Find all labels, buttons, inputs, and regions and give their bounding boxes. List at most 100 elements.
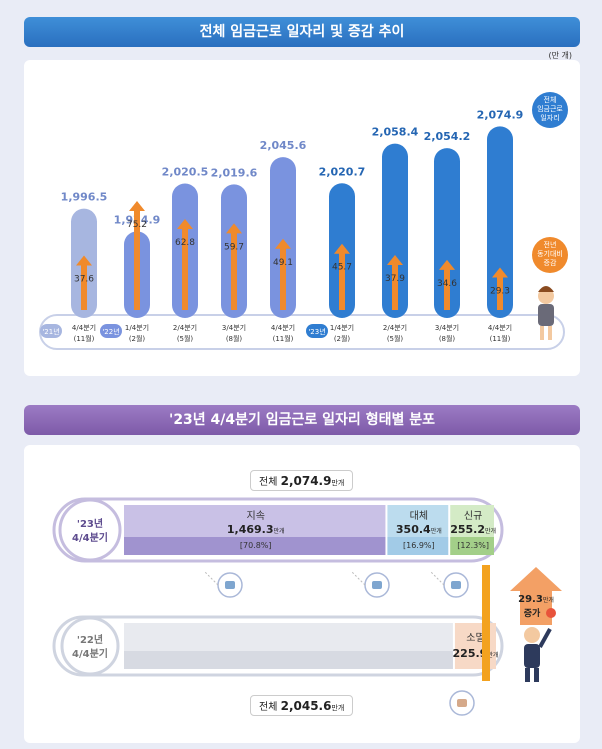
change-legend-text: 증감 xyxy=(544,259,557,267)
total-bar xyxy=(434,148,460,318)
top-chart-title: 전체 임금근로 일자리 및 증감 추이 xyxy=(24,17,580,47)
total-value-label: 2,058.4 xyxy=(372,126,419,139)
unit-label: (만 개) xyxy=(548,51,572,60)
total-bar xyxy=(382,143,408,318)
quarter-tick-label: 2/4분기 xyxy=(173,323,197,332)
group-icon-glyph xyxy=(372,581,382,589)
bottom-chart-title: '23년 4/4분기 임금근로 일자리 형태별 분포 xyxy=(24,405,580,435)
quarter-tick-label: 4/4분기 xyxy=(72,323,96,332)
total-bar xyxy=(270,157,296,318)
month-tick-label: (2월) xyxy=(129,334,146,343)
change-arrow-shaft xyxy=(444,267,450,310)
change-arrow-shaft xyxy=(497,275,503,310)
change-arrow-head xyxy=(387,255,403,266)
extinct-unit: 만개 xyxy=(487,651,498,659)
change-value-label: 59.7 xyxy=(224,242,244,252)
change-legend-badge xyxy=(532,237,568,273)
change-value-label: 34.6 xyxy=(437,279,457,289)
total-value-label: 2,054.2 xyxy=(424,130,471,143)
total-legend-text: 임금근로 xyxy=(537,105,563,113)
change-arrow-head xyxy=(129,200,145,211)
change-arrow-head xyxy=(334,243,350,254)
presenter-hair xyxy=(538,286,554,292)
total-value-label: 2,020.5 xyxy=(162,165,209,178)
man-illustration xyxy=(524,627,552,682)
change-arrow-shaft xyxy=(81,263,87,310)
month-tick-label: (11월) xyxy=(490,334,511,343)
axis-strip xyxy=(39,314,565,350)
segment-value: 350.4만개 xyxy=(396,523,442,536)
change-arrow-shaft xyxy=(231,231,237,310)
row-2023-badge xyxy=(58,498,122,562)
month-tick-label: (5월) xyxy=(387,334,404,343)
change-value-label: 29.3 xyxy=(490,287,510,297)
segment-label: 지속 xyxy=(247,510,265,522)
total-bar xyxy=(487,126,513,318)
month-tick-label: (11월) xyxy=(273,334,294,343)
row-2022-badge xyxy=(60,616,120,676)
row-2022-continuing-shade xyxy=(124,651,453,669)
total-legend-text: 일자리 xyxy=(540,113,559,122)
change-value-label: 37.9 xyxy=(385,274,405,284)
change-value-label: 75.2 xyxy=(127,220,147,230)
change-arrow-shaft xyxy=(392,263,398,310)
month-tick-label: (2월) xyxy=(334,334,351,343)
total-2023: 전체 2,074.9만개 xyxy=(250,470,354,491)
increase-text: 증가 xyxy=(524,607,541,619)
closed-office-icon-glyph xyxy=(457,699,467,707)
change-arrow-head xyxy=(226,223,242,234)
presenter-illustration xyxy=(538,286,554,340)
change-arrow-head xyxy=(439,259,455,270)
presenter-body xyxy=(538,304,554,326)
segment-label: 신규 xyxy=(464,510,482,522)
quarter-tick-label: 1/4분기 xyxy=(125,323,149,332)
top-chart-panel: 1,996.537.64/4분기(11월)1,974.975.21/4분기(2월… xyxy=(24,60,580,376)
man-arm xyxy=(538,628,552,648)
quarter-tick-label: 4/4분기 xyxy=(488,323,512,332)
man-body xyxy=(524,644,540,668)
increase-unit: 만개 xyxy=(543,596,554,604)
row-2023-year: '23년 xyxy=(77,517,103,530)
year-badge-label: '22년 xyxy=(102,327,119,336)
month-tick-label: (5월) xyxy=(177,334,194,343)
total-value-label: 2,020.7 xyxy=(319,165,366,178)
segment-label: 대체 xyxy=(410,510,428,522)
change-arrow-shaft xyxy=(134,208,140,310)
row-2022-quarter: 4/4분기 xyxy=(72,647,108,660)
month-tick-label: (8월) xyxy=(226,334,243,343)
icon-leader xyxy=(429,570,445,586)
change-arrow-head xyxy=(492,267,508,278)
change-legend-text: 전년 xyxy=(544,240,557,249)
total-2022: 전체 2,045.6만개 xyxy=(250,695,354,716)
segment-share: [12.3%] xyxy=(457,541,489,550)
total-value-label: 2,045.6 xyxy=(260,139,307,152)
icon-leader xyxy=(350,570,366,586)
presenter-leg xyxy=(540,326,544,340)
total-value-label: 2,074.9 xyxy=(477,108,524,121)
row-2023-quarter: 4/4분기 xyxy=(72,531,108,544)
change-value-label: 37.6 xyxy=(74,274,94,284)
segment-bar-shade xyxy=(450,537,494,555)
total-legend-text: 전체 xyxy=(544,95,557,104)
row-2022-year: '22년 xyxy=(77,633,103,646)
year-badge xyxy=(100,324,122,338)
bottom-chart-panel: 지속 1,469.3만개 [70.8%] 대체 350.4만개 [16.9%] 신규 255.… xyxy=(24,445,580,743)
segment-unit: 만개 xyxy=(431,527,442,535)
year-badge xyxy=(306,324,328,338)
man-leg xyxy=(525,668,530,682)
month-tick-label: (8월) xyxy=(439,334,456,343)
up-arrow-icon xyxy=(546,608,556,618)
total-legend-badge xyxy=(532,92,568,128)
icon-leader xyxy=(203,570,219,586)
quarter-tick-label: 2/4분기 xyxy=(383,323,407,332)
quarter-tick-label: 3/4분기 xyxy=(435,323,459,332)
quarter-tick-label: 1/4분기 xyxy=(330,323,354,332)
segment-unit: 만개 xyxy=(485,527,496,535)
change-value-label: 62.8 xyxy=(175,238,195,248)
presenter-leg xyxy=(548,326,552,340)
increase-gap-bar xyxy=(482,565,490,681)
change-arrow-shaft xyxy=(339,251,345,310)
total-value-label: 2,019.6 xyxy=(211,166,258,179)
handshake-icon-glyph xyxy=(225,581,235,589)
